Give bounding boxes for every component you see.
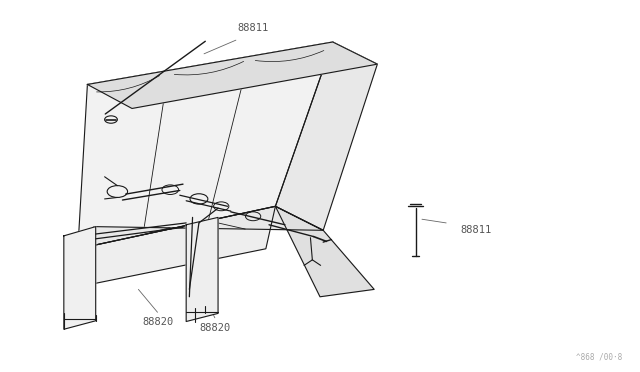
Text: 88820: 88820	[142, 317, 173, 327]
Text: 88811: 88811	[237, 23, 269, 33]
Text: ^868 /00·8: ^868 /00·8	[577, 352, 623, 361]
Polygon shape	[75, 206, 275, 288]
Polygon shape	[78, 206, 323, 249]
Polygon shape	[186, 217, 218, 321]
Polygon shape	[78, 42, 333, 249]
Polygon shape	[275, 42, 378, 230]
Text: 88811: 88811	[460, 225, 492, 235]
Text: 88820: 88820	[199, 323, 230, 333]
Polygon shape	[88, 42, 378, 109]
Polygon shape	[275, 206, 374, 297]
Polygon shape	[64, 227, 96, 329]
